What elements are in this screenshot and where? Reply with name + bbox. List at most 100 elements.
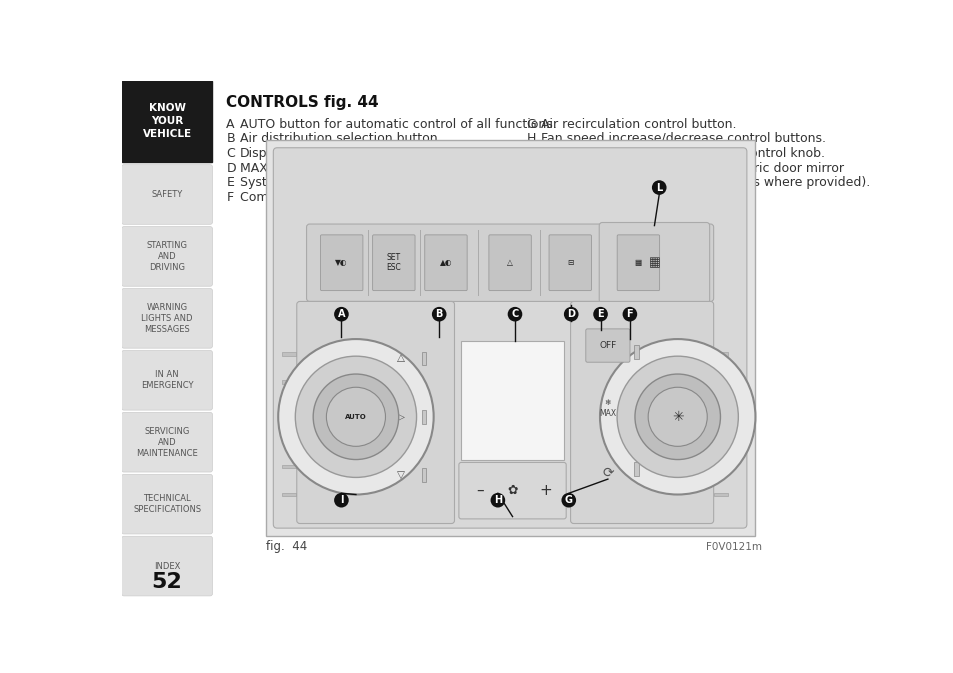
Text: WARNING
LIGHTS AND
MESSAGES: WARNING LIGHTS AND MESSAGES bbox=[141, 303, 193, 334]
Circle shape bbox=[617, 356, 738, 477]
Text: fig.  44: fig. 44 bbox=[265, 540, 307, 553]
Text: ▼◐: ▼◐ bbox=[335, 258, 348, 267]
Bar bbox=[714, 409, 727, 413]
Text: Display.: Display. bbox=[240, 147, 289, 160]
Text: INDEX: INDEX bbox=[153, 561, 180, 571]
Bar bbox=[634, 345, 639, 359]
Text: +: + bbox=[538, 483, 551, 498]
Circle shape bbox=[313, 374, 398, 460]
Bar bbox=[714, 493, 727, 497]
Text: L: L bbox=[526, 162, 533, 174]
Text: D: D bbox=[567, 309, 575, 319]
Text: –: – bbox=[476, 483, 483, 498]
Text: E: E bbox=[226, 176, 234, 189]
FancyBboxPatch shape bbox=[121, 289, 213, 348]
FancyBboxPatch shape bbox=[320, 235, 362, 291]
Text: on/off button (for versions/markets where provided).: on/off button (for versions/markets wher… bbox=[540, 176, 869, 189]
Text: CONTROLS fig. 44: CONTROLS fig. 44 bbox=[226, 95, 378, 110]
FancyBboxPatch shape bbox=[121, 227, 213, 286]
Circle shape bbox=[561, 493, 576, 507]
Circle shape bbox=[295, 356, 416, 477]
Circle shape bbox=[432, 307, 446, 322]
FancyBboxPatch shape bbox=[121, 536, 213, 596]
Text: ▷: ▷ bbox=[397, 412, 405, 422]
Bar bbox=[121, 81, 213, 162]
Bar bbox=[282, 352, 295, 356]
Text: Compressor enabling/disabling button.: Compressor enabling/disabling button. bbox=[240, 191, 482, 204]
Bar bbox=[282, 437, 295, 440]
Text: D: D bbox=[226, 162, 235, 174]
Bar bbox=[282, 380, 295, 384]
Text: △: △ bbox=[507, 258, 513, 267]
Text: ▦: ▦ bbox=[648, 256, 659, 269]
Bar bbox=[282, 464, 295, 468]
Circle shape bbox=[635, 374, 720, 460]
Text: ✳: ✳ bbox=[671, 410, 682, 424]
Text: 52: 52 bbox=[152, 572, 182, 592]
Text: MAX DEF function control button.: MAX DEF function control button. bbox=[240, 162, 448, 174]
FancyBboxPatch shape bbox=[373, 235, 415, 291]
Circle shape bbox=[651, 180, 666, 195]
Text: SERVICING
AND
MAINTENANCE: SERVICING AND MAINTENANCE bbox=[136, 427, 197, 458]
Text: B: B bbox=[436, 309, 442, 319]
FancyBboxPatch shape bbox=[274, 148, 746, 528]
Text: F: F bbox=[626, 309, 633, 319]
Text: ❄
MAX: ❄ MAX bbox=[598, 398, 616, 418]
Text: ⟳: ⟳ bbox=[601, 466, 613, 480]
FancyBboxPatch shape bbox=[121, 351, 213, 410]
Bar bbox=[714, 352, 727, 356]
FancyBboxPatch shape bbox=[424, 235, 467, 291]
Text: IN AN
EMERGENCY: IN AN EMERGENCY bbox=[141, 370, 193, 390]
Circle shape bbox=[507, 307, 521, 322]
Text: Fan speed increase/decrease control buttons.: Fan speed increase/decrease control butt… bbox=[540, 133, 824, 145]
FancyBboxPatch shape bbox=[585, 329, 629, 362]
Text: H: H bbox=[494, 495, 501, 505]
Text: H: H bbox=[526, 133, 536, 145]
Text: C: C bbox=[226, 147, 234, 160]
Text: G: G bbox=[564, 495, 572, 505]
Text: ▲◐: ▲◐ bbox=[439, 258, 452, 267]
FancyBboxPatch shape bbox=[488, 235, 531, 291]
Text: AUTO: AUTO bbox=[345, 414, 366, 420]
Bar bbox=[714, 437, 727, 440]
FancyBboxPatch shape bbox=[306, 224, 713, 302]
Text: Heated rear windscreen and electric door mirror: Heated rear windscreen and electric door… bbox=[540, 162, 842, 174]
Bar bbox=[460, 341, 563, 460]
FancyBboxPatch shape bbox=[296, 302, 454, 524]
Circle shape bbox=[563, 307, 578, 322]
Text: B: B bbox=[226, 133, 234, 145]
FancyBboxPatch shape bbox=[121, 474, 213, 534]
Text: Air distribution selection button.: Air distribution selection button. bbox=[240, 133, 441, 145]
Text: G: G bbox=[526, 118, 536, 131]
Bar bbox=[634, 462, 639, 476]
Text: I: I bbox=[526, 147, 530, 160]
Circle shape bbox=[490, 493, 505, 507]
Text: F: F bbox=[226, 191, 233, 204]
FancyBboxPatch shape bbox=[121, 413, 213, 472]
Bar bbox=[421, 351, 426, 365]
Circle shape bbox=[593, 307, 607, 322]
Text: System off button.: System off button. bbox=[240, 176, 356, 189]
Bar bbox=[714, 464, 727, 468]
FancyBboxPatch shape bbox=[549, 235, 591, 291]
Text: ▦: ▦ bbox=[634, 258, 641, 267]
Text: A: A bbox=[226, 118, 234, 131]
Bar bbox=[265, 140, 754, 536]
Text: SAFETY: SAFETY bbox=[152, 190, 182, 199]
Text: A: A bbox=[337, 309, 345, 319]
Bar bbox=[421, 410, 426, 424]
Text: F0V0121m: F0V0121m bbox=[705, 542, 761, 552]
Text: TECHNICAL
SPECIFICATIONS: TECHNICAL SPECIFICATIONS bbox=[132, 494, 201, 514]
Text: Temperature increase/decrease control knob.: Temperature increase/decrease control kn… bbox=[540, 147, 823, 160]
Text: L: L bbox=[656, 182, 661, 192]
Circle shape bbox=[278, 339, 434, 495]
Bar bbox=[282, 493, 295, 497]
Bar bbox=[282, 409, 295, 413]
Text: OFF: OFF bbox=[598, 341, 616, 350]
FancyBboxPatch shape bbox=[121, 165, 213, 224]
Text: KNOW
YOUR
VEHICLE: KNOW YOUR VEHICLE bbox=[142, 103, 192, 139]
Text: ✿: ✿ bbox=[507, 484, 517, 497]
Text: STARTING
AND
DRIVING: STARTING AND DRIVING bbox=[147, 241, 188, 272]
FancyBboxPatch shape bbox=[458, 462, 565, 519]
FancyBboxPatch shape bbox=[598, 223, 709, 303]
